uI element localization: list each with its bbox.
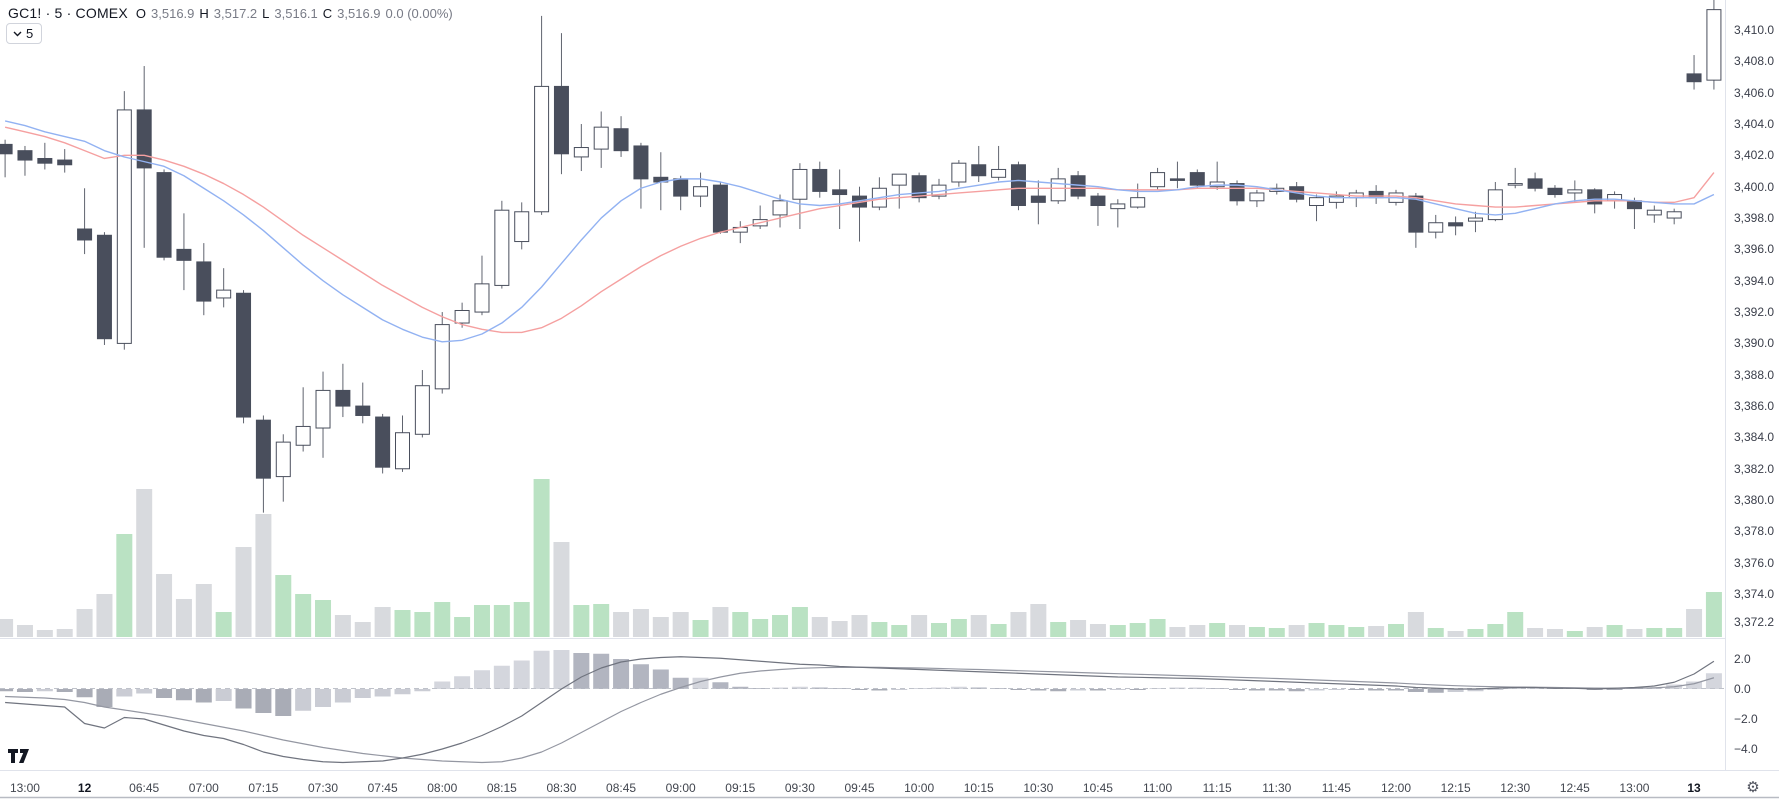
price-axis-label: 3,390.0 [1734, 336, 1775, 351]
price-axis-label: 3,396.0 [1734, 242, 1775, 257]
time-axis-label: 11:30 [1262, 781, 1292, 795]
time-axis-label: 08:30 [546, 781, 577, 795]
high-label: H [199, 5, 209, 21]
close-label: C [322, 5, 333, 21]
time-axis-label: 11:00 [1142, 781, 1173, 795]
price-axis-label: 3,398.0 [1734, 211, 1775, 226]
time-axis-label: 06:45 [129, 781, 160, 795]
time-axis-label: 12:15 [1440, 781, 1471, 795]
indicator-axis-label: −2.0 [1734, 712, 1758, 726]
price-axis-label: 3,382.0 [1734, 461, 1775, 476]
time-axis-label: 07:00 [188, 781, 219, 795]
time-axis-label: 12:45 [1559, 781, 1590, 795]
price-axis-label: 3,392.0 [1734, 305, 1775, 320]
time-axis-settings-gear-icon[interactable]: ⚙ [1746, 779, 1760, 796]
close-value: 3,516.9 [337, 5, 381, 21]
time-axis-label: 10:00 [904, 781, 935, 795]
price-axis-label: 3,404.0 [1734, 117, 1775, 132]
open-label: O [135, 5, 147, 21]
time-axis-label: 09:00 [665, 781, 696, 795]
interval-dropdown-button[interactable]: 5 [6, 23, 43, 44]
indicator-axis-label: 0.0 [1734, 682, 1751, 696]
time-axis-label: 11:15 [1202, 781, 1232, 795]
change-value: 0.0 (0.00%) [385, 5, 453, 21]
time-axis-label: 09:45 [844, 781, 875, 795]
price-axis-label: 3,406.0 [1734, 85, 1775, 100]
price-axis-label: 3,400.0 [1734, 179, 1775, 194]
price-axis-label: 3,380.0 [1734, 493, 1775, 508]
time-axis-label: 08:00 [427, 781, 458, 795]
symbol-legend: GC1! · 5 · COMEX O 3,516.9 H 3,517.2 L 3… [8, 5, 453, 21]
low-value: 3,516.1 [274, 5, 318, 21]
time-axis-label: 13:00 [1619, 781, 1650, 795]
time-axis-label: 12 [77, 781, 92, 795]
price-axis-label: 3,388.0 [1734, 367, 1775, 382]
price-axis-label: 3,384.0 [1734, 430, 1775, 445]
ohlc-readout: O 3,516.9 H 3,517.2 L 3,516.1 C 3,516.9 … [136, 6, 453, 21]
open-value: 3,516.9 [151, 5, 195, 21]
price-axis-label: 3,394.0 [1734, 273, 1775, 288]
interval-dropdown-label: 5 [26, 26, 34, 41]
time-axis-label: 08:15 [486, 781, 517, 795]
price-axis-label: 3,402.0 [1734, 148, 1775, 163]
time-axis-label: 07:30 [308, 781, 339, 795]
time-axis-label: 09:30 [784, 781, 815, 795]
price-axis-label: 3,378.0 [1734, 524, 1775, 539]
tradingview-logo-icon[interactable] [8, 748, 35, 769]
time-axis-label: 10:45 [1082, 781, 1113, 795]
time-axis-label: 07:15 [248, 781, 279, 795]
time-axis-label: 12:00 [1380, 781, 1412, 795]
time-axis-label: 08:45 [606, 781, 637, 795]
chevron-down-icon [13, 31, 22, 36]
price-axis-label: 3,386.0 [1734, 399, 1775, 414]
time-axis-label: 09:15 [725, 781, 756, 795]
symbol-title[interactable]: GC1! · 5 · COMEX [8, 5, 128, 21]
price-axis-label: 3,372.2 [1734, 615, 1775, 630]
high-value: 3,517.2 [213, 5, 258, 21]
time-axis-label: 10:30 [1023, 781, 1054, 795]
price-axis-label: 3,408.0 [1734, 54, 1775, 69]
time-axis-label: 13:00 [9, 781, 40, 795]
time-axis-label: 07:45 [367, 781, 398, 795]
time-axis-label: 12:30 [1500, 781, 1531, 795]
indicator-axis-label: −4.0 [1734, 742, 1758, 756]
time-axis-label: 13 [1687, 781, 1701, 795]
price-axis-label: 3,376.0 [1734, 555, 1775, 570]
indicator-axis-label: 2.0 [1734, 652, 1751, 666]
low-label: L [262, 5, 270, 21]
price-axis-label: 3,410.0 [1734, 23, 1775, 37]
time-axis-label: 10:15 [963, 781, 994, 795]
price-axis-label: 3,374.0 [1734, 587, 1775, 602]
time-axis-label: 11:45 [1321, 781, 1351, 795]
